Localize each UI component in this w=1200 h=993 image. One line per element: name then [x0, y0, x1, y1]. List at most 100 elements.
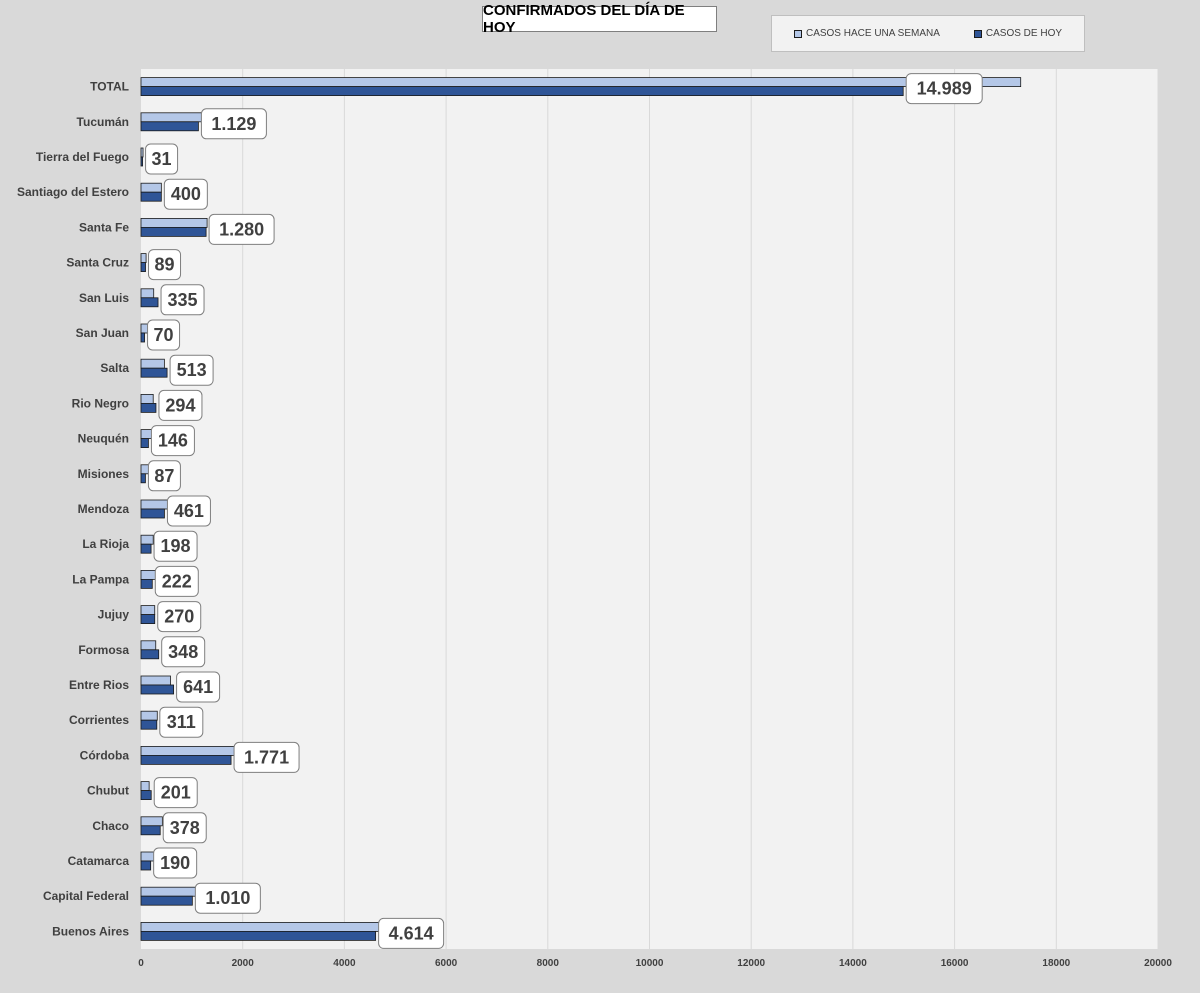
legend-swatch-last-week: [793, 29, 802, 38]
data-label-box: [157, 601, 202, 633]
legend: CASOS HACE UNA SEMANA CASOS DE HOY: [771, 15, 1085, 52]
bar-last-week: [140, 675, 171, 686]
bar-last-week: [140, 253, 147, 264]
data-label: 1.771: [233, 741, 300, 773]
data-label-box: [158, 389, 203, 421]
data-label-box: [147, 460, 181, 492]
bar-today: [140, 332, 145, 343]
data-label: 14.989: [905, 73, 983, 105]
x-tick-label: 12000: [737, 958, 765, 969]
category-label: Formosa: [78, 643, 129, 657]
data-label-text: 4.614: [389, 923, 434, 943]
data-label-box: [159, 706, 204, 738]
data-label-box: [208, 213, 275, 245]
category-label: Tierra del Fuego: [36, 150, 129, 164]
x-axis-ticks: 0 2000 4000 6000 8000 10000 12000 14000 16000 180…: [138, 958, 1172, 969]
x-tick-label: 4000: [333, 958, 356, 969]
category-label: San Juan: [76, 326, 129, 340]
chart-title: CONFIRMADOS DEL DÍA DE HOY: [482, 2, 717, 36]
data-label-text: 222: [162, 571, 192, 591]
data-label: 1.280: [208, 213, 275, 245]
data-label-text: 1.010: [205, 888, 250, 908]
category-label: Corrientes: [69, 713, 129, 727]
data-label-text: 31: [152, 149, 172, 169]
bar-today: [140, 438, 149, 449]
category-labels: TOTAL Tucumán Tierra del Fuego Santiago del…: [17, 80, 129, 939]
data-label-box: [147, 319, 181, 351]
bar-last-week: [140, 886, 198, 897]
data-label-text: 201: [161, 783, 191, 803]
gridlines: [242, 69, 1159, 949]
x-tick-label: 6000: [435, 958, 458, 969]
category-label: Santa Fe: [79, 220, 129, 234]
data-label-text: 400: [171, 184, 201, 204]
category-label: Misiones: [78, 467, 130, 481]
bar-last-week: [140, 112, 203, 123]
bar-last-week: [140, 358, 165, 369]
bar-today: [140, 719, 158, 730]
data-label: 146: [150, 425, 195, 457]
data-label-box: [194, 882, 261, 914]
data-label-text: 641: [183, 677, 213, 697]
category-label: San Luis: [79, 291, 129, 305]
data-label-text: 198: [161, 536, 191, 556]
legend-item-today: CASOS DE HOY: [973, 28, 1062, 39]
bar-last-week: [140, 393, 154, 404]
x-tick-label: 14000: [839, 958, 867, 969]
data-label-text: 1.129: [211, 114, 256, 134]
bar-today: [140, 895, 193, 906]
data-label-text: 378: [170, 818, 200, 838]
bar-last-week: [140, 640, 157, 651]
bar-today: [140, 297, 159, 308]
data-label: 641: [176, 671, 221, 703]
bar-today: [140, 825, 161, 836]
data-label: 461: [166, 495, 211, 527]
category-label: Chaco: [92, 819, 129, 833]
category-label: Chubut: [87, 784, 129, 798]
bar-last-week: [140, 323, 149, 334]
x-tick-label: 16000: [941, 958, 969, 969]
data-label: 378: [162, 812, 207, 844]
category-label: Mendoza: [78, 502, 130, 516]
data-label: 348: [161, 636, 206, 668]
data-label-box: [905, 73, 983, 105]
category-label: Córdoba: [80, 748, 130, 762]
bar-today: [140, 649, 160, 660]
category-label: Santa Cruz: [66, 256, 129, 270]
bar-last-week: [140, 534, 154, 545]
bar-today: [140, 614, 156, 624]
bar-today: [140, 86, 904, 96]
data-label: 190: [153, 847, 198, 879]
data-label-text: 311: [167, 712, 196, 732]
data-label-box: [166, 495, 211, 527]
data-label: 294: [158, 389, 203, 421]
bar-today: [140, 755, 232, 765]
bar-last-week: [140, 710, 158, 721]
data-label-box: [153, 777, 198, 809]
legend-item-last-week: CASOS HACE UNA SEMANA: [793, 28, 940, 39]
data-label-box: [153, 847, 198, 879]
data-label: 4.614: [378, 917, 445, 949]
data-label-text: 14.989: [917, 79, 972, 99]
category-label: Tucumán: [77, 115, 129, 129]
data-labels: 14.9891.129314001.2808933570513294146874…: [145, 73, 983, 949]
bar-today: [140, 191, 162, 202]
data-label-text: 89: [155, 255, 175, 275]
bar-last-week: [140, 605, 156, 615]
bar-today: [140, 508, 165, 519]
data-label: 311: [159, 706, 204, 738]
data-label-text: 270: [164, 607, 194, 627]
data-label-box: [150, 425, 195, 457]
x-tick-label: 0: [138, 958, 144, 969]
data-label-box: [169, 354, 214, 386]
data-label: 87: [147, 460, 181, 492]
category-label: TOTAL: [90, 80, 129, 94]
data-label: 222: [154, 565, 199, 597]
data-label-box: [154, 565, 199, 597]
bar-today: [140, 684, 174, 695]
bar-last-week: [140, 922, 410, 932]
category-label: Salta: [100, 361, 129, 375]
data-label-box: [148, 249, 182, 281]
bar-today: [140, 226, 207, 237]
